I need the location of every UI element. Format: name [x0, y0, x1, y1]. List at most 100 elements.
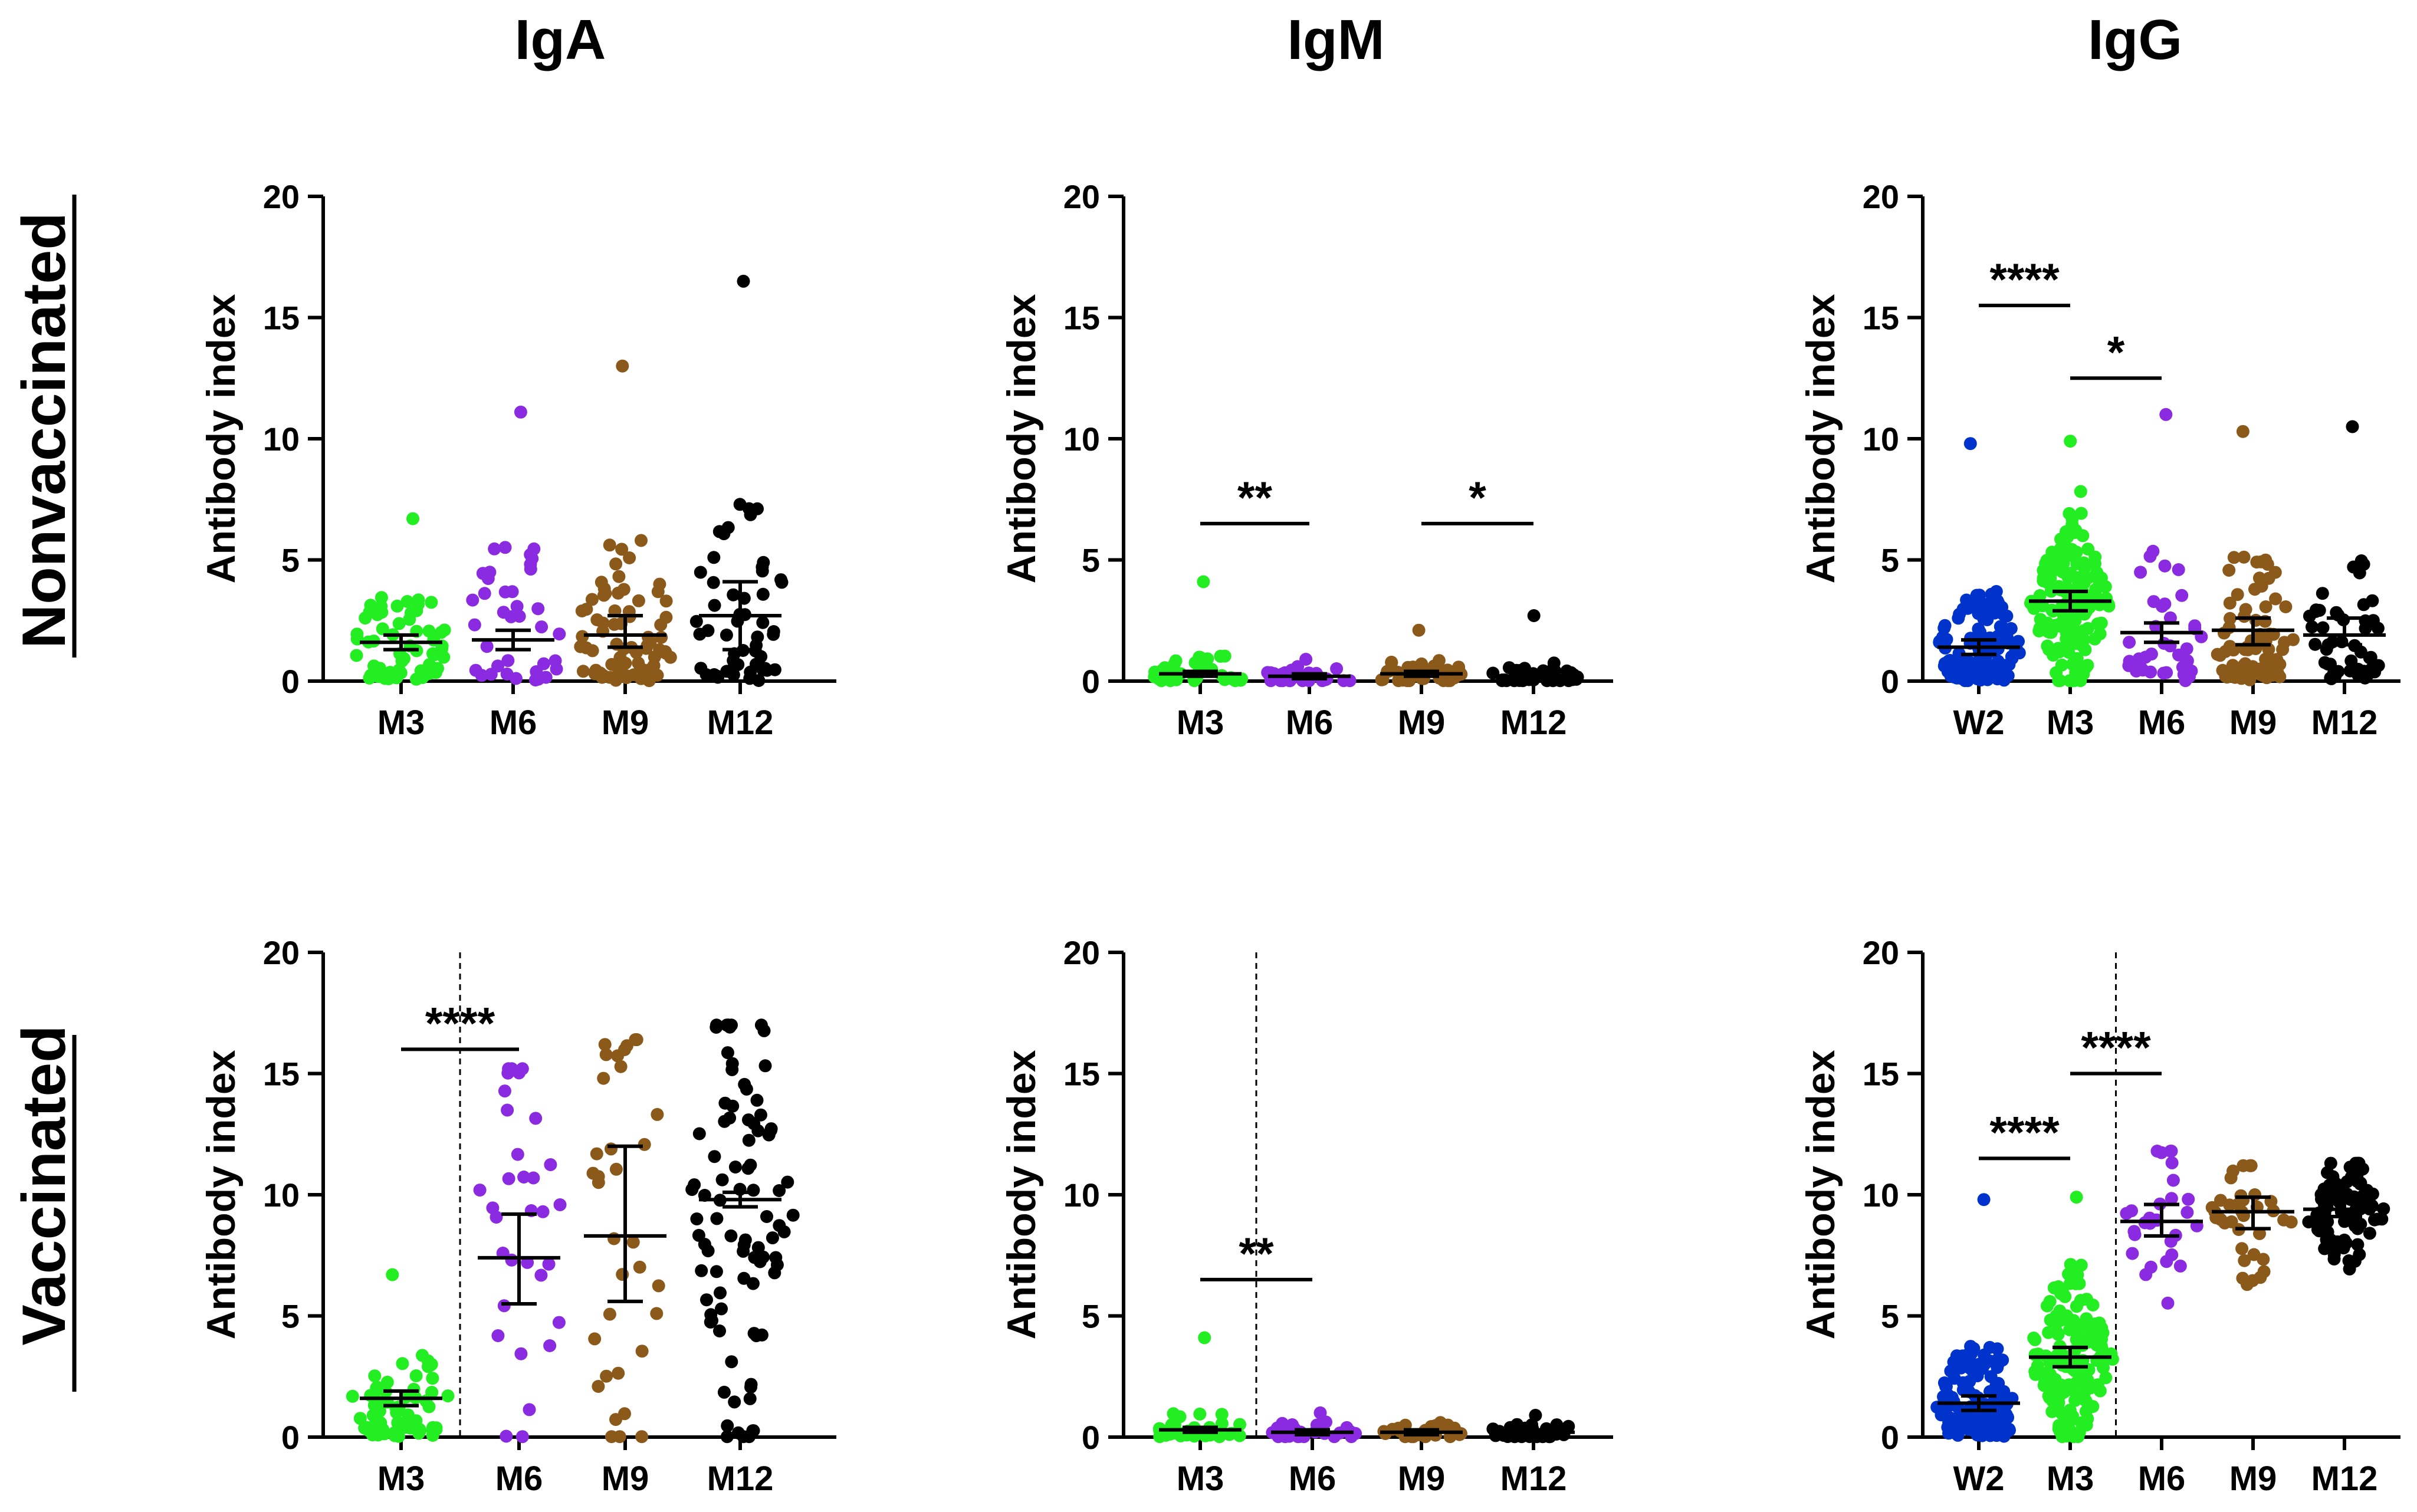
data-point — [2260, 671, 2274, 685]
data-point — [1155, 1426, 1168, 1439]
significance-bracket: **** — [1979, 255, 2070, 307]
mean-ci-bar-m3 — [2029, 1345, 2111, 1369]
data-point — [2055, 1283, 2069, 1297]
data-point — [607, 1232, 620, 1245]
data-point — [363, 671, 376, 685]
data-point — [1968, 593, 1982, 606]
y-tick-label: 5 — [1881, 542, 1899, 579]
data-point — [2330, 606, 2343, 619]
data-point — [2033, 589, 2047, 602]
data-point — [529, 1112, 543, 1125]
data-point — [2254, 636, 2267, 649]
data-point — [620, 1039, 633, 1053]
data-point — [2043, 570, 2057, 583]
data-point — [585, 593, 599, 606]
data-point — [786, 1208, 800, 1222]
data-point — [505, 1253, 518, 1267]
data-point — [708, 599, 721, 612]
data-point — [2093, 627, 2107, 640]
data-point — [2321, 658, 2334, 671]
data-point — [708, 1150, 721, 1163]
data-point — [2366, 614, 2380, 627]
data-point — [1972, 622, 1985, 636]
data-point — [2180, 662, 2193, 676]
data-point — [1944, 1365, 1958, 1378]
data-point — [2238, 1254, 2251, 1267]
data-point — [694, 662, 708, 675]
data-point — [1148, 670, 1161, 683]
data-point — [609, 673, 623, 687]
data-point — [2163, 611, 2177, 624]
y-tick-label: 0 — [281, 663, 300, 700]
data-point — [530, 665, 543, 678]
data-point — [523, 1403, 536, 1416]
data-point — [742, 1133, 756, 1147]
data-point — [580, 641, 593, 655]
data-point — [695, 1264, 708, 1277]
data-point — [2047, 649, 2060, 662]
panel-vaccinated-igg: 0 5 10 15 20 Antibody index W2 M3 M6 M9 M12 **** ***… — [1798, 934, 2400, 1498]
y-tick-label: 5 — [1082, 542, 1100, 579]
x-category-label-m3: M3 — [1177, 1460, 1224, 1498]
data-point — [1993, 1391, 2006, 1404]
x-category-label-m9: M9 — [602, 704, 649, 742]
data-point — [1952, 671, 1965, 684]
data-point — [2051, 1327, 2065, 1341]
data-point — [2077, 668, 2090, 681]
data-point — [1548, 664, 1562, 678]
data-point — [2064, 1258, 2077, 1271]
scatter-group-m6 — [466, 405, 566, 687]
data-point — [549, 654, 562, 668]
data-point — [514, 405, 527, 419]
data-point — [611, 1049, 625, 1063]
mean-ci-bar-m9 — [2212, 1195, 2294, 1231]
data-point — [1233, 1418, 1246, 1431]
data-point — [726, 1099, 740, 1113]
data-point — [590, 1147, 603, 1161]
y-axis-label: Antibody index — [199, 294, 244, 583]
data-point — [543, 1339, 557, 1352]
data-point — [717, 1385, 731, 1399]
data-point — [630, 1033, 643, 1046]
data-point — [370, 1381, 383, 1395]
data-point — [773, 1219, 786, 1232]
mean-ci-bar-m12 — [1492, 672, 1575, 681]
data-point — [603, 1307, 616, 1321]
data-point — [368, 1369, 382, 1383]
data-point — [2366, 1187, 2379, 1201]
data-point — [2074, 507, 2088, 520]
mean-ci-bar-m9 — [584, 614, 666, 649]
data-point — [592, 1380, 605, 1393]
data-point — [2147, 595, 2160, 609]
significance-bracket: ** — [1200, 1229, 1312, 1281]
mean-ci-bar-m3 — [360, 633, 442, 652]
y-tick-label: 15 — [263, 1056, 300, 1093]
data-point — [358, 1421, 372, 1435]
data-point — [426, 1372, 439, 1385]
data-point — [2236, 425, 2249, 438]
data-point — [632, 594, 645, 607]
x-category-label-m12: M12 — [707, 1460, 774, 1498]
mean-ci-bar-m12 — [2303, 1200, 2386, 1218]
data-point — [2308, 637, 2322, 651]
data-point — [2065, 518, 2079, 531]
data-point — [553, 627, 566, 641]
data-point — [346, 1389, 359, 1403]
data-point — [590, 613, 604, 626]
data-point — [1954, 1360, 1968, 1373]
row-title-nonvaccinated: Nonvaccinated — [10, 212, 78, 649]
data-point — [2159, 407, 2173, 421]
scatter-group-m12 — [689, 274, 789, 687]
data-point — [403, 613, 416, 626]
data-point — [2134, 566, 2147, 579]
data-point — [2043, 1295, 2057, 1308]
data-point — [760, 1210, 773, 1223]
data-point — [659, 594, 673, 608]
x-category-label-m6: M6 — [1286, 704, 1334, 742]
data-point — [553, 1198, 567, 1211]
data-point — [373, 1404, 386, 1418]
data-point — [438, 623, 451, 637]
data-point — [2244, 1159, 2257, 1172]
data-point — [1440, 673, 1453, 686]
data-point — [2059, 545, 2073, 559]
